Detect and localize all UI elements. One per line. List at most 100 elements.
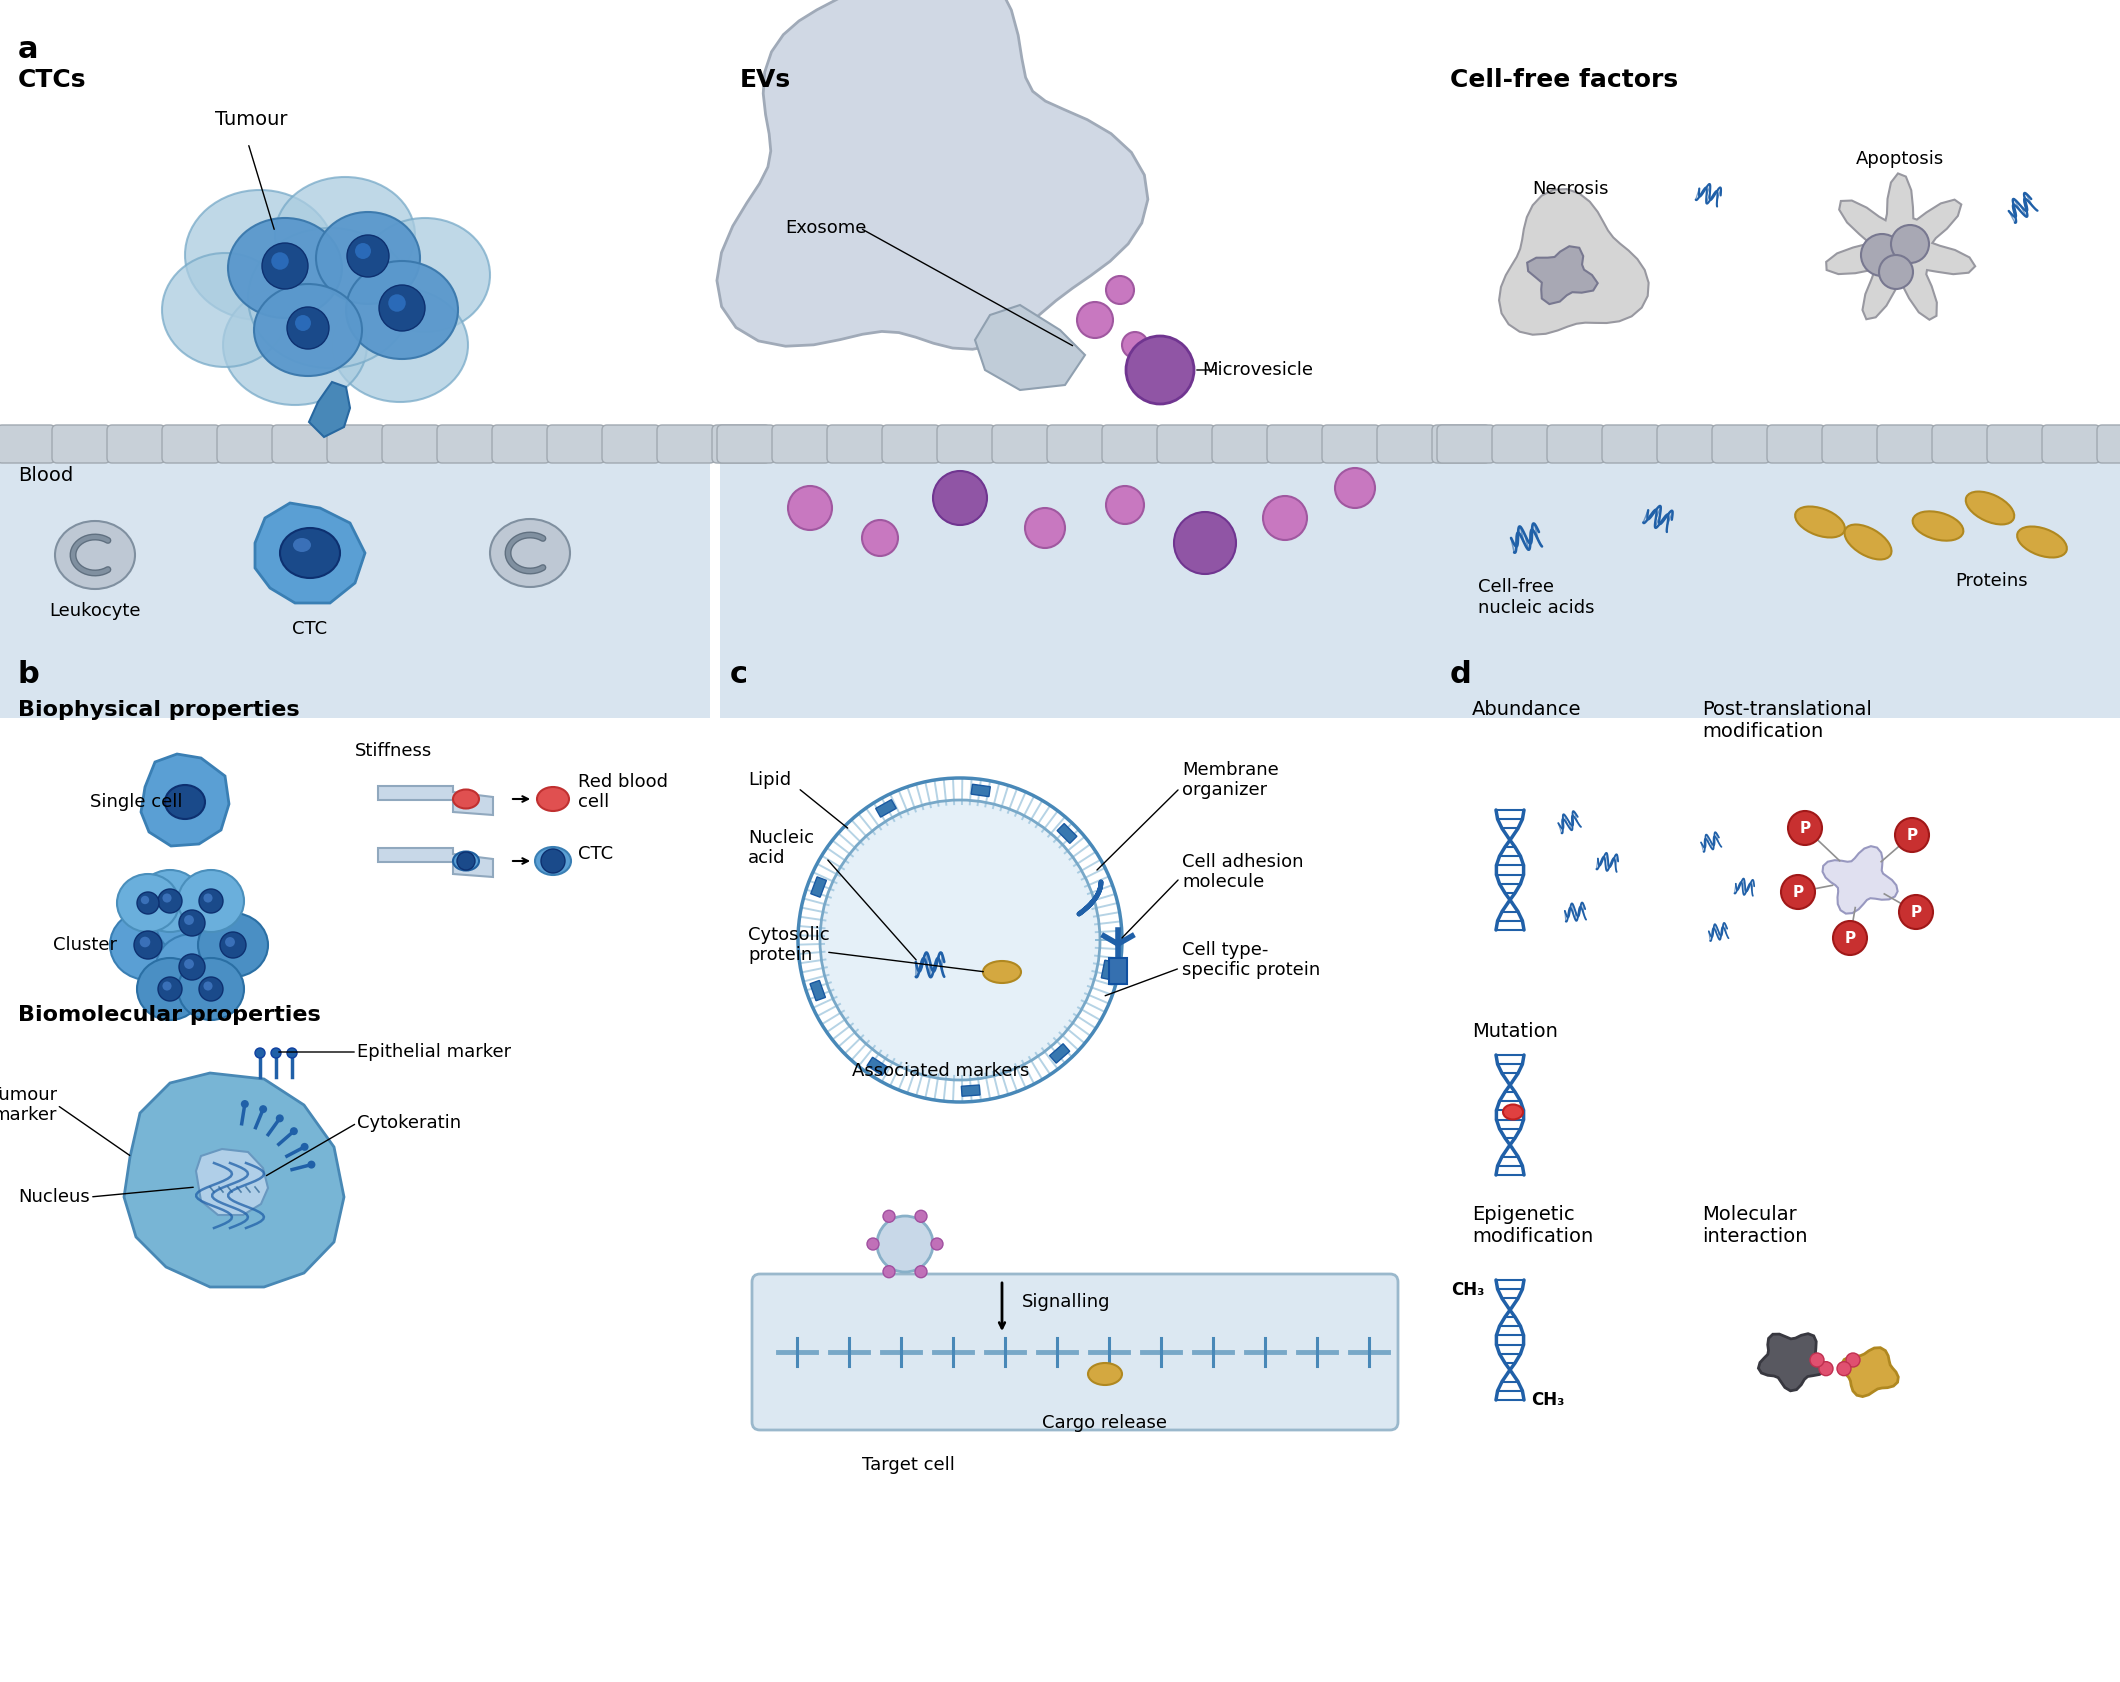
FancyBboxPatch shape — [1876, 426, 1936, 463]
Text: P: P — [1844, 930, 1855, 945]
Circle shape — [271, 252, 288, 269]
Polygon shape — [195, 1149, 267, 1214]
Polygon shape — [1058, 824, 1077, 843]
Text: Exosome: Exosome — [784, 219, 867, 237]
Circle shape — [458, 853, 475, 870]
FancyBboxPatch shape — [161, 426, 220, 463]
FancyBboxPatch shape — [547, 426, 604, 463]
Ellipse shape — [1088, 1362, 1121, 1384]
Text: CTC: CTC — [293, 621, 329, 637]
Ellipse shape — [55, 521, 136, 589]
FancyBboxPatch shape — [712, 426, 770, 463]
Ellipse shape — [165, 785, 206, 819]
Polygon shape — [1499, 188, 1649, 335]
Circle shape — [541, 849, 566, 873]
Ellipse shape — [138, 959, 204, 1019]
FancyBboxPatch shape — [1323, 426, 1380, 463]
Text: c: c — [729, 659, 748, 690]
Text: P: P — [1800, 821, 1810, 836]
Text: Associated markers: Associated markers — [852, 1061, 1030, 1080]
Text: P: P — [1906, 828, 1919, 843]
Circle shape — [379, 284, 424, 331]
Circle shape — [163, 981, 172, 991]
Circle shape — [1861, 234, 1904, 276]
Circle shape — [863, 520, 899, 557]
Circle shape — [916, 1267, 926, 1278]
Text: Leukocyte: Leukocyte — [49, 602, 140, 621]
Circle shape — [242, 1100, 248, 1108]
FancyBboxPatch shape — [1439, 458, 2120, 718]
Circle shape — [134, 932, 161, 959]
Circle shape — [1878, 256, 1912, 289]
FancyBboxPatch shape — [216, 426, 276, 463]
Circle shape — [159, 977, 182, 1001]
Text: Tumour
marker: Tumour marker — [0, 1085, 57, 1124]
Polygon shape — [377, 785, 494, 816]
Polygon shape — [810, 981, 825, 1001]
Text: EVs: EVs — [740, 67, 791, 93]
Polygon shape — [310, 382, 350, 437]
Ellipse shape — [229, 219, 341, 318]
Text: P: P — [1791, 885, 1804, 900]
Text: CTC: CTC — [579, 844, 613, 863]
FancyBboxPatch shape — [1548, 426, 1605, 463]
Circle shape — [286, 1048, 297, 1058]
Ellipse shape — [534, 848, 570, 875]
Text: Target cell: Target cell — [861, 1457, 954, 1473]
Circle shape — [348, 235, 388, 278]
Text: Cell-free factors: Cell-free factors — [1450, 67, 1679, 93]
Circle shape — [1121, 331, 1149, 358]
Ellipse shape — [138, 870, 204, 932]
Circle shape — [1024, 508, 1064, 548]
Circle shape — [1107, 486, 1145, 525]
Text: CTCs: CTCs — [17, 67, 87, 93]
Ellipse shape — [293, 538, 312, 552]
Text: a: a — [17, 35, 38, 64]
Ellipse shape — [490, 520, 570, 587]
Text: Apoptosis: Apoptosis — [1855, 150, 1944, 168]
Circle shape — [878, 1216, 933, 1272]
Circle shape — [199, 977, 223, 1001]
FancyBboxPatch shape — [1821, 426, 1880, 463]
Circle shape — [140, 937, 151, 947]
Text: Signalling: Signalling — [1022, 1293, 1111, 1310]
Ellipse shape — [1844, 525, 1891, 560]
Ellipse shape — [178, 959, 244, 1019]
Circle shape — [254, 1048, 265, 1058]
Circle shape — [1174, 511, 1236, 574]
FancyBboxPatch shape — [602, 426, 659, 463]
Circle shape — [140, 897, 148, 905]
FancyBboxPatch shape — [326, 426, 386, 463]
Circle shape — [931, 1238, 943, 1250]
Text: Membrane
organizer: Membrane organizer — [1183, 760, 1278, 799]
Polygon shape — [867, 1058, 888, 1075]
Ellipse shape — [360, 219, 490, 331]
Circle shape — [884, 1267, 895, 1278]
Ellipse shape — [117, 875, 178, 932]
Text: Necrosis: Necrosis — [1533, 180, 1609, 198]
Ellipse shape — [1965, 491, 2014, 525]
Text: Epigenetic
modification: Epigenetic modification — [1471, 1204, 1594, 1246]
Ellipse shape — [333, 288, 469, 402]
Polygon shape — [975, 304, 1085, 390]
Circle shape — [199, 890, 223, 913]
FancyBboxPatch shape — [382, 426, 441, 463]
FancyBboxPatch shape — [1766, 426, 1825, 463]
Circle shape — [354, 242, 371, 259]
Circle shape — [1847, 1352, 1859, 1367]
Circle shape — [276, 1115, 284, 1122]
Ellipse shape — [254, 284, 363, 377]
Circle shape — [163, 893, 172, 903]
Ellipse shape — [161, 252, 288, 367]
Circle shape — [1107, 276, 1134, 304]
Text: Abundance: Abundance — [1471, 700, 1582, 718]
Polygon shape — [1823, 846, 1897, 913]
FancyBboxPatch shape — [271, 426, 331, 463]
Text: Cell type-
specific protein: Cell type- specific protein — [1183, 940, 1321, 979]
Polygon shape — [1100, 960, 1115, 981]
Ellipse shape — [1796, 506, 1844, 538]
Ellipse shape — [1912, 511, 1963, 540]
Circle shape — [301, 1142, 310, 1150]
FancyBboxPatch shape — [1158, 426, 1215, 463]
Text: Cell-free
nucleic acids: Cell-free nucleic acids — [1478, 579, 1594, 617]
